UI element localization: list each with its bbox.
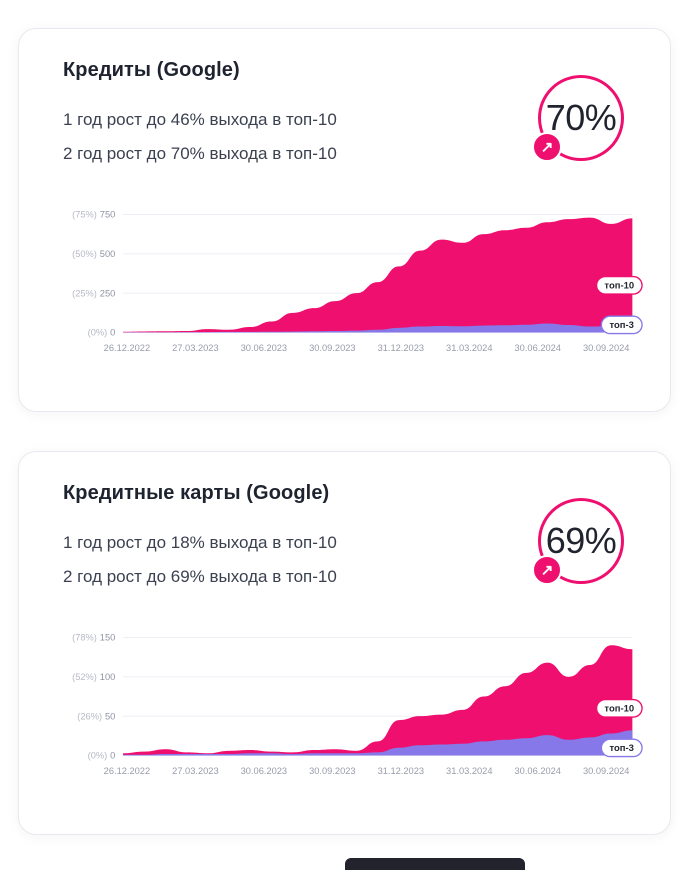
legend-pill [600, 738, 643, 758]
series-area-топ-10 [123, 217, 633, 333]
x-axis-label: 30.09.2024 [583, 343, 629, 353]
y-axis-label: (26%) 50 [77, 711, 115, 721]
legend-label: топ-10 [604, 281, 634, 292]
area-chart-svg: (78%) 150 (52%) 100 (26%) 50 (0%) 0 26.12.2022 27… [72, 633, 643, 776]
growth-line-year2: 2 год рост до 69% выхода в топ-10 [63, 567, 337, 586]
y-axis-label: (75%) 750 [72, 210, 115, 220]
growth-percent-value: 69% [545, 520, 617, 561]
y-axis-label: (0%) 0 [88, 751, 116, 761]
x-axis-label: 30.09.2023 [309, 766, 355, 776]
growth-percent-value: 70% [545, 97, 617, 138]
x-axis-label: 26.12.2022 [104, 343, 150, 353]
x-axis-label: 30.06.2024 [515, 343, 561, 353]
y-axis-label: (25%) 250 [72, 288, 115, 298]
y-axis-label: (0%) 0 [88, 328, 116, 338]
growth-badge: 69% ↗ [532, 498, 624, 585]
legend-pill [595, 698, 643, 718]
rankings-area-chart: (75%) 750 (50%) 500 (25%) 250 (0%) 0 26.12.2022 2… [63, 197, 644, 364]
legend-label: топ-3 [609, 320, 633, 331]
x-axis-label: 31.03.2024 [446, 343, 492, 353]
x-axis-label: 31.03.2024 [446, 766, 492, 776]
x-axis-label: 26.12.2022 [104, 766, 150, 776]
series-area-топ-10 [123, 645, 633, 756]
x-axis-label: 30.09.2023 [309, 343, 355, 353]
bottom-bar-partial [345, 858, 525, 870]
arrow-up-right-icon: ↗ [532, 555, 562, 585]
card-title: Кредитные карты (Google) [63, 482, 330, 504]
legend-pill [600, 315, 643, 335]
x-axis-label: 30.09.2024 [583, 766, 629, 776]
y-axis-label: (50%) 500 [72, 249, 115, 259]
x-axis-label: 31.12.2023 [378, 766, 424, 776]
legend-label: топ-3 [609, 743, 633, 754]
growth-line-year1: 1 год рост до 46% выхода в топ-10 [63, 110, 337, 129]
x-axis-label: 27.03.2023 [172, 766, 218, 776]
growth-badge: 70% ↗ [532, 75, 624, 162]
card-title: Кредиты (Google) [63, 59, 240, 81]
x-axis-label: 30.06.2024 [515, 766, 561, 776]
growth-line-year1: 1 год рост до 18% выхода в топ-10 [63, 533, 337, 552]
series-area-топ-3 [123, 730, 633, 756]
series-area-топ-3 [123, 323, 633, 333]
x-axis-label: 27.03.2023 [172, 343, 218, 353]
card-credits: Кредиты (Google) 1 год рост до 46% выход… [18, 28, 671, 412]
rankings-area-chart: (78%) 150 (52%) 100 (26%) 50 (0%) 0 26.12.2022 27… [63, 620, 644, 787]
growth-line-year2: 2 год рост до 70% выхода в топ-10 [63, 144, 337, 163]
x-axis-label: 30.06.2023 [241, 766, 287, 776]
legend-pill [595, 275, 643, 295]
x-axis-label: 31.12.2023 [378, 343, 424, 353]
y-axis-label: (78%) 150 [72, 633, 115, 643]
report-page: Кредиты (Google) 1 год рост до 46% выход… [18, 28, 671, 835]
area-chart-svg: (75%) 750 (50%) 500 (25%) 250 (0%) 0 26.12.2022 2… [72, 210, 643, 353]
x-axis-label: 30.06.2023 [241, 343, 287, 353]
arrow-up-right-icon: ↗ [532, 132, 562, 162]
y-axis-label: (52%) 100 [72, 672, 115, 682]
card-credit-cards: Кредитные карты (Google) 1 год рост до 1… [18, 451, 671, 835]
legend-label: топ-10 [604, 704, 634, 715]
